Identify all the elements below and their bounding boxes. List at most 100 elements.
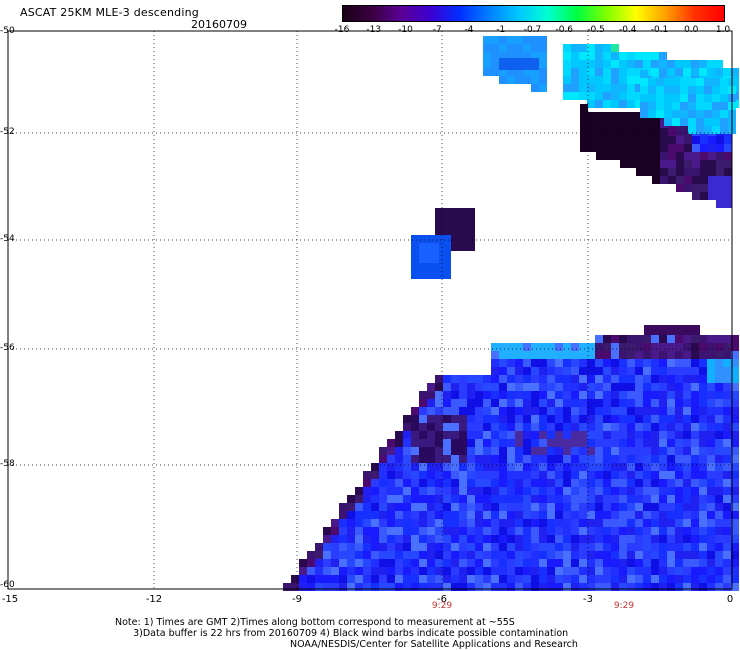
wind-pixel [483, 68, 491, 76]
wind-pixel [499, 471, 507, 479]
wind-pixel [579, 44, 587, 52]
wind-pixel [627, 399, 635, 407]
wind-pixel [660, 168, 668, 176]
wind-pixel [547, 399, 555, 407]
wind-pixel [539, 343, 547, 351]
wind-pixel [515, 359, 523, 367]
wind-pixel [619, 68, 627, 76]
wind-pixel [651, 535, 659, 543]
wind-pixel [499, 399, 507, 407]
wind-pixel [507, 431, 515, 439]
wind-pixel [580, 128, 588, 136]
wind-pixel [443, 383, 451, 391]
colorbar-tick-label: -10 [398, 25, 413, 35]
wind-pixel [579, 359, 587, 367]
wind-pixel [491, 383, 499, 391]
wind-pixel [620, 144, 628, 152]
wind-pixel [676, 136, 684, 144]
wind-pixel [499, 68, 507, 76]
wind-pixel [635, 431, 643, 439]
colorbar-tick-label: -16 [334, 25, 350, 35]
wind-pixel [555, 463, 563, 471]
wind-pixel [355, 519, 363, 527]
wind-pixel [435, 575, 443, 583]
wind-pixel [611, 76, 619, 84]
wind-pixel [539, 391, 547, 399]
wind-pixel [731, 559, 739, 567]
wind-pixel [571, 367, 579, 375]
wind-pixel [419, 511, 427, 519]
wind-pixel [587, 76, 595, 84]
wind-pixel [675, 415, 683, 423]
wind-pixel [539, 431, 547, 439]
wind-pixel [644, 120, 652, 128]
wind-pixel [523, 407, 531, 415]
wind-pixel [419, 439, 427, 447]
lon-label: -3 [583, 594, 593, 605]
wind-pixel [704, 118, 712, 126]
wind-pixel [571, 343, 579, 351]
wind-pixel [619, 100, 627, 108]
wind-pixel [483, 471, 491, 479]
wind-pixel [707, 375, 715, 383]
wind-pixel [731, 383, 739, 391]
wind-pixel [699, 479, 707, 487]
wind-pixel [403, 503, 411, 511]
wind-pixel [523, 559, 531, 567]
wind-pixel [483, 551, 491, 559]
wind-pixel [587, 383, 595, 391]
wind-pixel [731, 359, 739, 367]
wind-pixel [571, 407, 579, 415]
wind-pixel [435, 527, 443, 535]
wind-pixel [688, 94, 696, 102]
wind-pixel [699, 519, 707, 527]
wind-pixel [347, 519, 355, 527]
wind-pixel [531, 543, 539, 551]
wind-pixel [467, 495, 475, 503]
wind-pixel [651, 399, 659, 407]
wind-pixel [355, 543, 363, 551]
wind-pixel [507, 463, 515, 471]
wind-pixel [603, 52, 611, 60]
wind-pixel [724, 192, 732, 200]
wind-pixel [620, 152, 628, 160]
wind-pixel [571, 567, 579, 575]
colorbar-tick-label: -0.5 [587, 25, 605, 35]
wind-pixel [387, 511, 395, 519]
wind-pixel [563, 351, 571, 359]
wind-pixel [651, 559, 659, 567]
wind-pixel [715, 583, 723, 591]
wind-pixel [387, 543, 395, 551]
wind-pixel [491, 343, 499, 351]
wind-pixel [555, 399, 563, 407]
wind-pixel [651, 407, 659, 415]
wind-pixel [603, 100, 611, 108]
wind-pixel [523, 511, 531, 519]
wind-pixel [619, 343, 627, 351]
wind-pixel [595, 503, 603, 511]
wind-pixel [715, 567, 723, 575]
wind-pixel [571, 52, 579, 60]
wind-pixel [515, 455, 523, 463]
wind-pixel [715, 455, 723, 463]
wind-pixel [571, 455, 579, 463]
wind-pixel [603, 60, 611, 68]
wind-pixel [411, 487, 419, 495]
wind-pixel [555, 543, 563, 551]
note-text: Note: 1) Times are GMT 2)Times along bot… [115, 617, 568, 639]
wind-pixel [467, 479, 475, 487]
wind-pixel [627, 343, 635, 351]
wind-pixel [427, 415, 435, 423]
wind-pixel [467, 559, 475, 567]
wind-pixel [579, 431, 587, 439]
wind-pixel [731, 447, 739, 455]
wind-pixel [587, 100, 595, 108]
wind-pixel [651, 543, 659, 551]
wind-pixel [395, 543, 403, 551]
wind-pixel [515, 551, 523, 559]
wind-pixel [467, 471, 475, 479]
wind-pixel [595, 479, 603, 487]
wind-pixel [419, 243, 439, 263]
wind-pixel [611, 559, 619, 567]
wind-pixel [555, 391, 563, 399]
